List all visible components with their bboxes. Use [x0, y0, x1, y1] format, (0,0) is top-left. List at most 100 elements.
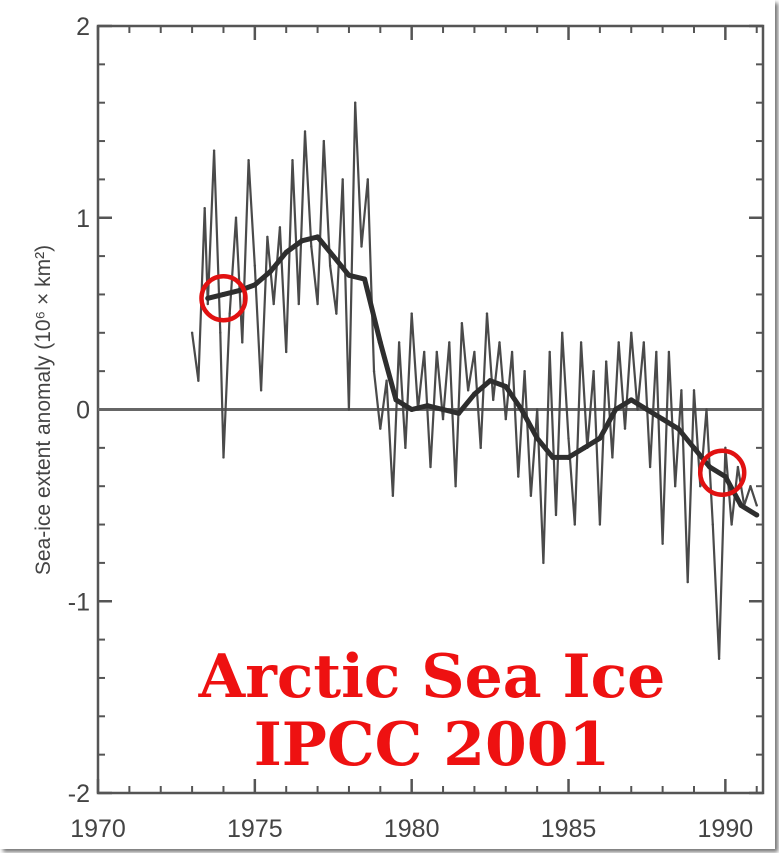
smoothed-point: [675, 426, 681, 432]
monthly-point: [573, 523, 576, 526]
smoothed-point: [330, 253, 336, 259]
monthly-point: [241, 341, 244, 344]
smoothed-point: [362, 276, 368, 282]
monthly-point: [623, 427, 627, 430]
monthly-point: [247, 159, 250, 162]
monthly-point: [385, 379, 388, 382]
x-tick-label: 1990: [698, 815, 754, 843]
monthly-point: [567, 437, 570, 440]
monthly-point: [222, 456, 225, 459]
monthly-point: [272, 302, 275, 306]
monthly-point: [297, 302, 300, 306]
smoothed-point: [205, 295, 211, 301]
series-layer: [190, 101, 760, 660]
monthly-point: [636, 408, 639, 411]
smoothed-point: [566, 454, 572, 460]
monthly-point: [460, 322, 464, 325]
monthly-point: [303, 130, 307, 133]
monthly-point: [730, 523, 733, 526]
monthly-point: [598, 523, 602, 526]
monthly-point: [485, 312, 489, 315]
monthly-point: [755, 504, 758, 507]
monthly-point: [347, 408, 351, 411]
monthly-point: [692, 389, 696, 392]
smoothed-point: [597, 435, 603, 441]
monthly-point: [548, 350, 551, 354]
monthly-point: [366, 178, 369, 181]
smoothed-point: [754, 512, 760, 518]
monthly-point: [749, 485, 752, 488]
smoothed-point: [534, 435, 540, 441]
smoothed-point: [613, 407, 619, 412]
smoothed-point: [252, 282, 258, 288]
monthly-point: [253, 264, 257, 267]
x-tick-label: 1980: [384, 815, 440, 843]
smoothed-point: [377, 339, 383, 345]
monthly-point: [266, 235, 269, 239]
y-axis-label: Sea-ice extent anomaly (10⁶ × km²): [32, 245, 55, 575]
smoothed-point: [738, 502, 744, 508]
smoothed-point: [220, 291, 226, 297]
monthly-point: [259, 389, 263, 392]
monthly-point: [316, 302, 319, 306]
monthly-point: [410, 312, 413, 315]
monthly-point: [203, 206, 206, 210]
monthly-point: [711, 523, 715, 526]
monthly-point: [611, 456, 614, 459]
smoothed-point: [236, 288, 242, 294]
monthly-point: [379, 427, 382, 430]
monthly-point: [523, 369, 526, 373]
smoothed-point: [409, 407, 415, 412]
overlay-title-line1: Arctic Sea Ice: [198, 642, 666, 712]
smoothed-point: [315, 234, 321, 240]
smoothed-point: [550, 454, 556, 460]
monthly-point: [228, 312, 231, 315]
monthly-point: [510, 350, 514, 354]
y-tick-label: 0: [76, 397, 90, 425]
highlight-circle: [697, 448, 747, 498]
monthly-point: [479, 446, 482, 450]
monthly-point: [686, 580, 689, 584]
smoothed-point: [722, 474, 728, 480]
monthly-point: [617, 341, 620, 344]
monthly-point: [592, 369, 595, 373]
monthly-point: [705, 408, 708, 411]
monthly-point: [285, 350, 288, 354]
monthly-point: [529, 494, 533, 497]
monthly-point: [454, 485, 457, 488]
monthly-point: [278, 226, 282, 229]
smoothed-point: [283, 249, 289, 255]
monthly-point: [699, 485, 702, 488]
monthly-point: [673, 485, 677, 488]
smoothed-point: [471, 391, 477, 397]
monthly-point: [219, 331, 222, 334]
smoothed-point: [299, 238, 305, 244]
monthly-point: [448, 341, 451, 344]
smoothed-point: [424, 403, 430, 409]
monthly-point: [466, 389, 470, 392]
monthly-point: [517, 475, 520, 478]
smoothed-point: [628, 397, 634, 403]
monthly-point: [372, 369, 376, 373]
monthly-point: [341, 178, 344, 181]
x-tick-label: 1985: [541, 815, 597, 843]
y-tick-label: 2: [76, 13, 90, 41]
monthly-point: [535, 408, 539, 411]
smoothed-series-line: [205, 234, 760, 518]
overlay-title-line2: IPCC 2001: [254, 710, 611, 780]
smoothed-point: [346, 272, 352, 278]
monthly-point: [504, 417, 507, 421]
monthly-point: [322, 139, 326, 143]
highlight-circle: [199, 274, 248, 323]
smoothed-point: [644, 407, 650, 412]
smoothed-point: [518, 407, 524, 412]
monthly-point: [335, 312, 338, 315]
monthly-point: [724, 446, 727, 450]
smoothed-point: [393, 397, 399, 403]
y-tick-label: -1: [68, 588, 90, 616]
x-tick-label: 1970: [70, 815, 126, 843]
monthly-point: [717, 657, 721, 660]
monthly-point: [234, 216, 238, 219]
